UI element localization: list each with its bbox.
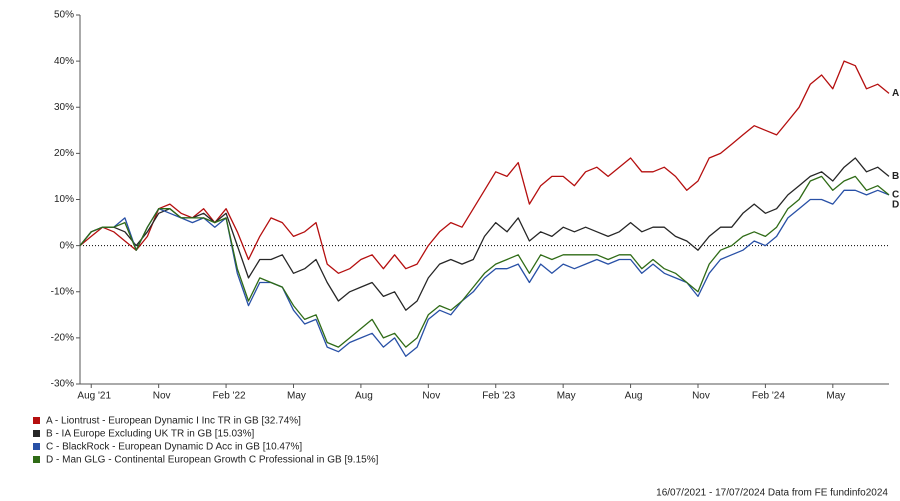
y-tick-label: -30% [51,379,74,390]
series-line [79,60,890,274]
end-label: D [892,200,899,211]
series-line [79,175,890,348]
series-line [79,189,890,357]
y-tick-label: 40% [54,56,74,67]
footer: 16/07/2021 - 17/07/2024 Data from FE fun… [656,488,888,499]
legend-label: D - Man GLG - Continental European Growt… [46,455,379,466]
legend-swatch [33,430,40,437]
end-label: A [892,88,899,99]
legend-label: C - BlackRock - European Dynamic D Acc i… [46,442,302,453]
x-tick-label: Nov [153,391,171,402]
y-tick-label: -20% [51,333,74,344]
legend-label: B - IA Europe Excluding UK TR in GB [15.… [46,429,254,440]
legend-label: A - Liontrust - European Dynamic I Inc T… [46,416,301,427]
legend-swatch [33,456,40,463]
x-tick-label: May [557,391,576,402]
x-tick-label: Aug '21 [77,391,111,402]
x-tick-label: May [826,391,845,402]
y-tick-label: 50% [54,10,74,21]
end-label: B [892,171,899,182]
legend-swatch [33,443,40,450]
x-tick-label: Nov [692,391,710,402]
x-tick-label: Feb '24 [752,391,785,402]
x-tick-label: Feb '22 [213,391,246,402]
y-tick-label: -10% [51,286,74,297]
x-tick-label: Aug [355,391,373,402]
x-tick-label: Feb '23 [482,391,515,402]
y-tick-label: 30% [54,102,74,113]
y-tick-label: 0% [60,240,75,251]
x-tick-label: May [287,391,306,402]
y-tick-label: 20% [54,148,74,159]
x-tick-label: Aug [625,391,643,402]
y-tick-label: 10% [54,194,74,205]
end-label: C [892,190,899,201]
x-tick-label: Nov [422,391,440,402]
legend-swatch [33,417,40,424]
